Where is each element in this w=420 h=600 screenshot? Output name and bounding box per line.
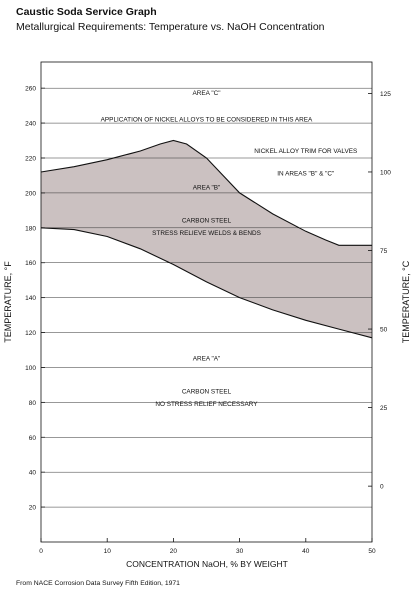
y-tick-label: 240 [25, 121, 36, 128]
region-annotation: NO STRESS RELIEF NECESSARY [155, 401, 258, 408]
y2-tick-label: 25 [380, 405, 388, 412]
x-tick-label: 10 [104, 548, 112, 555]
source-note: From NACE Corrosion Data Survey Fifth Ed… [16, 580, 180, 587]
area-b-region [41, 140, 372, 338]
y-tick-label: 260 [25, 86, 36, 93]
chart-title: Caustic Soda Service Graph [16, 6, 157, 18]
y-tick-label: 20 [29, 505, 37, 512]
y2-tick-label: 100 [380, 169, 391, 176]
x-axis-label: CONCENTRATION NaOH, % BY WEIGHT [126, 559, 288, 569]
region-annotation: IN AREAS "B" & "C" [277, 170, 334, 177]
x-tick-label: 30 [236, 548, 244, 555]
upper-boundary-line [40, 139, 372, 246]
y-tick-label: 60 [29, 435, 37, 442]
region-annotation: NICKEL ALLOY TRIM FOR VALVES [254, 148, 357, 155]
y-tick-label: 40 [29, 470, 37, 477]
y-tick-label: 220 [25, 156, 36, 163]
x-tick-label: 40 [302, 548, 310, 555]
y-tick-label: 180 [25, 225, 36, 232]
x-tick-label: 0 [39, 548, 43, 555]
lower-boundary-line [40, 227, 373, 339]
y2-axis-label: TEMPERATURE, °C [401, 260, 411, 343]
chart-subtitle: Metallurgical Requirements: Temperature … [16, 21, 325, 33]
y2-tick-label: 0 [380, 484, 384, 491]
y2-tick-label: 125 [380, 91, 391, 98]
y-tick-label: 80 [29, 400, 37, 407]
y-tick-label: 200 [25, 190, 36, 197]
region-annotation: AREA "B" [193, 184, 221, 191]
y-axis-label: TEMPERATURE, °F [3, 261, 13, 343]
y2-tick-label: 75 [380, 248, 388, 255]
x-tick-label: 50 [368, 548, 376, 555]
y-tick-label: 140 [25, 295, 36, 302]
y-tick-label: 100 [25, 365, 36, 372]
region-annotation: STRESS RELIEVE WELDS & BENDS [152, 230, 261, 237]
plot-frame [40, 61, 373, 543]
region-annotation: AREA "C" [193, 90, 221, 97]
x-tick-label: 20 [170, 548, 178, 555]
region-annotation: AREA "A" [193, 355, 221, 362]
region-annotation: CARBON STEEL [182, 389, 232, 396]
region-annotation: CARBON STEEL [182, 218, 232, 225]
y2-tick-label: 50 [380, 327, 388, 334]
region-annotation: APPLICATION OF NICKEL ALLOYS TO BE CONSI… [101, 116, 313, 123]
y-tick-label: 120 [25, 330, 36, 337]
y-tick-label: 160 [25, 260, 36, 267]
